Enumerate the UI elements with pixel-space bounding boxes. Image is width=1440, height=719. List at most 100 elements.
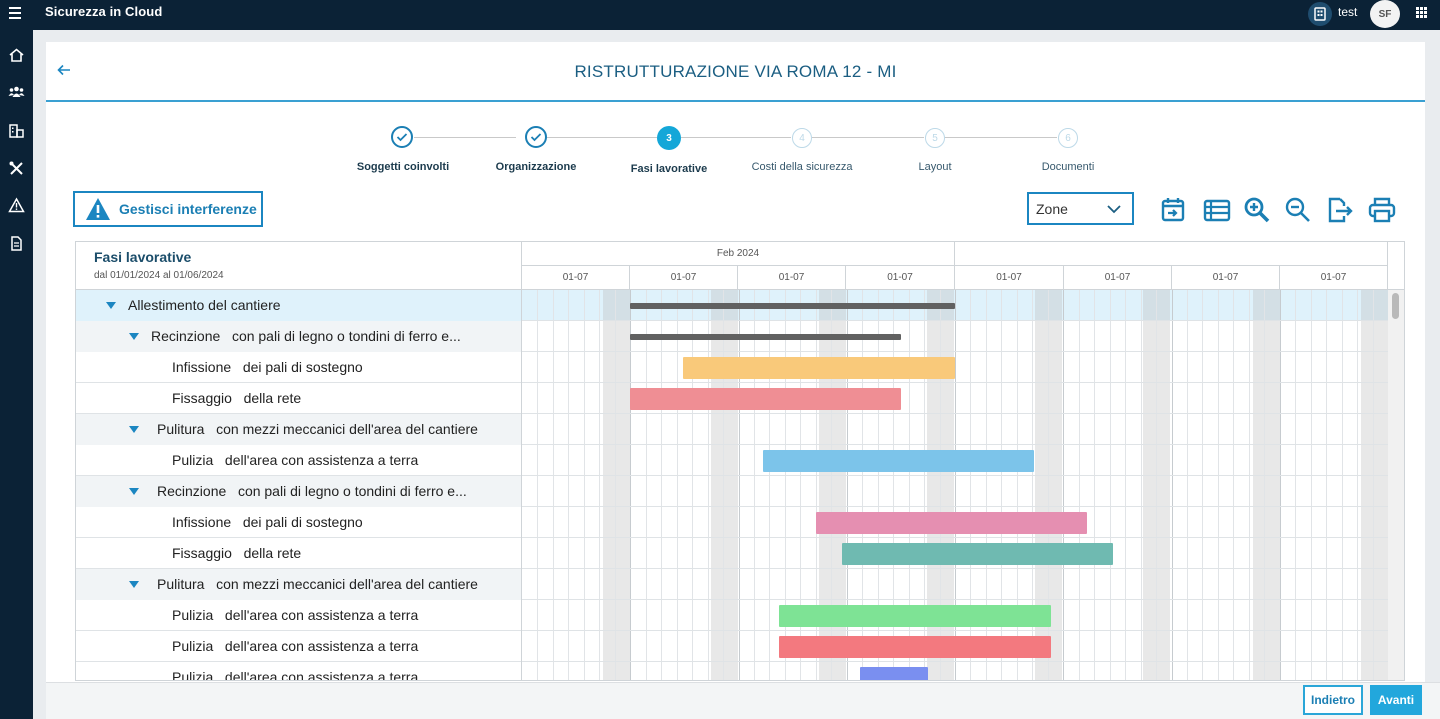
top-bar: Sicurezza in Cloud test SF: [0, 0, 1440, 30]
task-name: Infissione dei pali di sostegno: [172, 359, 363, 375]
step-3-circle[interactable]: 3: [657, 126, 681, 150]
export-icon[interactable]: [1325, 196, 1353, 224]
step-3-label[interactable]: Fasi lavorative: [630, 163, 708, 175]
gantt-row[interactable]: Fissaggio della rete: [76, 538, 1404, 569]
user-building-icon[interactable]: [1308, 2, 1332, 26]
task-name: Pulitura con mezzi meccanici dell'area d…: [157, 421, 478, 437]
task-cell: Infissione dei pali di sostegno: [76, 352, 522, 383]
vertical-scrollbar[interactable]: [1388, 290, 1404, 680]
manage-interference-label: Gestisci interferenze: [119, 201, 257, 217]
apps-grid-icon[interactable]: [1416, 7, 1427, 18]
week-label: 01-07: [738, 266, 846, 290]
gantt-row[interactable]: Pulizia dell'area con assistenza a terra: [76, 445, 1404, 476]
gantt-date-range: dal 01/01/2024 al 01/06/2024: [94, 270, 224, 281]
hamburger-menu-icon[interactable]: [9, 7, 21, 21]
expand-triangle-icon[interactable]: [106, 302, 116, 310]
step-4-circle[interactable]: 4: [792, 128, 812, 148]
step-1-check-icon[interactable]: [391, 126, 413, 148]
task-bar[interactable]: [779, 604, 1051, 627]
summary-bar[interactable]: [630, 333, 901, 340]
step-2-label[interactable]: Organizzazione: [495, 161, 577, 173]
task-name: Pulizia dell'area con assistenza a terra: [172, 638, 419, 654]
back-button[interactable]: Indietro: [1303, 685, 1363, 715]
bottom-bar: [46, 682, 1440, 719]
task-cell: Recinzione con pali di legno o tondini d…: [76, 321, 522, 352]
zoom-in-icon[interactable]: [1243, 196, 1271, 224]
back-arrow-icon[interactable]: [56, 62, 72, 78]
task-name: Pulitura con mezzi meccanici dell'area d…: [157, 576, 478, 592]
expand-triangle-icon[interactable]: [129, 581, 139, 589]
zone-select[interactable]: Zone: [1027, 192, 1134, 225]
gantt-row[interactable]: Pulitura con mezzi meccanici dell'area d…: [76, 414, 1404, 445]
month-label-next: [955, 242, 1388, 266]
task-cell: Pulitura con mezzi meccanici dell'area d…: [76, 414, 522, 445]
zone-select-value: Zone: [1036, 201, 1068, 217]
tools-icon[interactable]: [8, 160, 25, 177]
week-label: 01-07: [1172, 266, 1280, 290]
gantt-chart: Fasi lavorative dal 01/01/2024 al 01/06/…: [75, 241, 1405, 681]
step-4-label[interactable]: Costi della sicurezza: [751, 161, 853, 173]
step-connector: [414, 137, 516, 138]
step-6-label[interactable]: Documenti: [1041, 161, 1095, 173]
expand-triangle-icon[interactable]: [129, 333, 139, 341]
expand-triangle-icon[interactable]: [129, 426, 139, 434]
task-name: Infissione dei pali di sostegno: [172, 514, 363, 530]
task-bar[interactable]: [683, 356, 955, 379]
task-bar[interactable]: [630, 387, 901, 410]
task-cell: Allestimento del cantiere: [76, 290, 522, 321]
home-icon[interactable]: [8, 47, 25, 64]
week-label: 01-07: [955, 266, 1064, 290]
gantt-row[interactable]: Pulitura con mezzi meccanici dell'area d…: [76, 569, 1404, 600]
task-name: Recinzione con pali di legno o tondini d…: [157, 483, 467, 499]
task-cell: Pulizia dell'area con assistenza a terra: [76, 662, 522, 680]
task-name: Recinzione con pali di legno o tondini d…: [151, 328, 461, 344]
warning-icon[interactable]: [8, 197, 25, 214]
task-bar[interactable]: [763, 449, 1034, 472]
print-icon[interactable]: [1368, 196, 1396, 224]
task-bar[interactable]: [842, 542, 1113, 565]
step-5-label[interactable]: Layout: [918, 161, 952, 173]
gantt-row[interactable]: Recinzione con pali di legno o tondini d…: [76, 321, 1404, 352]
user-name[interactable]: test: [1338, 5, 1358, 19]
scrollbar-thumb[interactable]: [1392, 293, 1399, 319]
manage-interference-button[interactable]: Gestisci interferenze: [73, 191, 263, 227]
week-label: 01-07: [1280, 266, 1388, 290]
step-1-label[interactable]: Soggetti coinvolti: [356, 161, 450, 173]
gantt-row[interactable]: Infissione dei pali di sostegno: [76, 507, 1404, 538]
task-cell: Fissaggio della rete: [76, 383, 522, 414]
step-2-check-icon[interactable]: [525, 126, 547, 148]
step-6-circle[interactable]: 6: [1058, 128, 1078, 148]
buildings-icon[interactable]: [8, 122, 25, 139]
step-connector: [681, 137, 791, 138]
next-button[interactable]: Avanti: [1370, 685, 1422, 715]
step-connector: [945, 137, 1057, 138]
warning-triangle-icon: [86, 198, 110, 220]
list-view-icon[interactable]: [1203, 196, 1231, 224]
task-cell: Recinzione con pali di legno o tondini d…: [76, 476, 522, 507]
task-name: Fissaggio della rete: [172, 390, 302, 406]
summary-bar[interactable]: [630, 302, 955, 309]
avatar[interactable]: SF: [1370, 0, 1400, 28]
document-icon[interactable]: [8, 235, 25, 252]
calendar-export-icon[interactable]: [1160, 196, 1188, 224]
task-bar[interactable]: [816, 511, 1087, 534]
task-cell: Infissione dei pali di sostegno: [76, 507, 522, 538]
week-label: 01-07: [522, 266, 630, 290]
gantt-row[interactable]: Pulizia dell'area con assistenza a terra: [76, 600, 1404, 631]
task-name: Pulizia dell'area con assistenza a terra: [172, 452, 419, 468]
gantt-timeline-header: Feb 2024 01-07 01-07 01-07 01-07 01-07 0…: [522, 242, 1404, 290]
header-divider: [46, 100, 1425, 102]
gantt-row[interactable]: Recinzione con pali di legno o tondini d…: [76, 476, 1404, 507]
step-connector: [547, 137, 657, 138]
task-bar[interactable]: [779, 635, 1051, 658]
step-5-circle[interactable]: 5: [925, 128, 945, 148]
expand-triangle-icon[interactable]: [129, 488, 139, 496]
gantt-row[interactable]: Pulizia dell'area con assistenza a terra: [76, 631, 1404, 662]
task-bar[interactable]: [860, 666, 928, 680]
task-name: Fissaggio della rete: [172, 545, 302, 561]
gantt-row[interactable]: Pulizia dell'area con assistenza a terra: [76, 662, 1404, 680]
month-label: Feb 2024: [522, 242, 955, 266]
people-icon[interactable]: [8, 84, 25, 101]
task-cell: Pulizia dell'area con assistenza a terra: [76, 445, 522, 476]
zoom-out-icon[interactable]: [1284, 196, 1312, 224]
